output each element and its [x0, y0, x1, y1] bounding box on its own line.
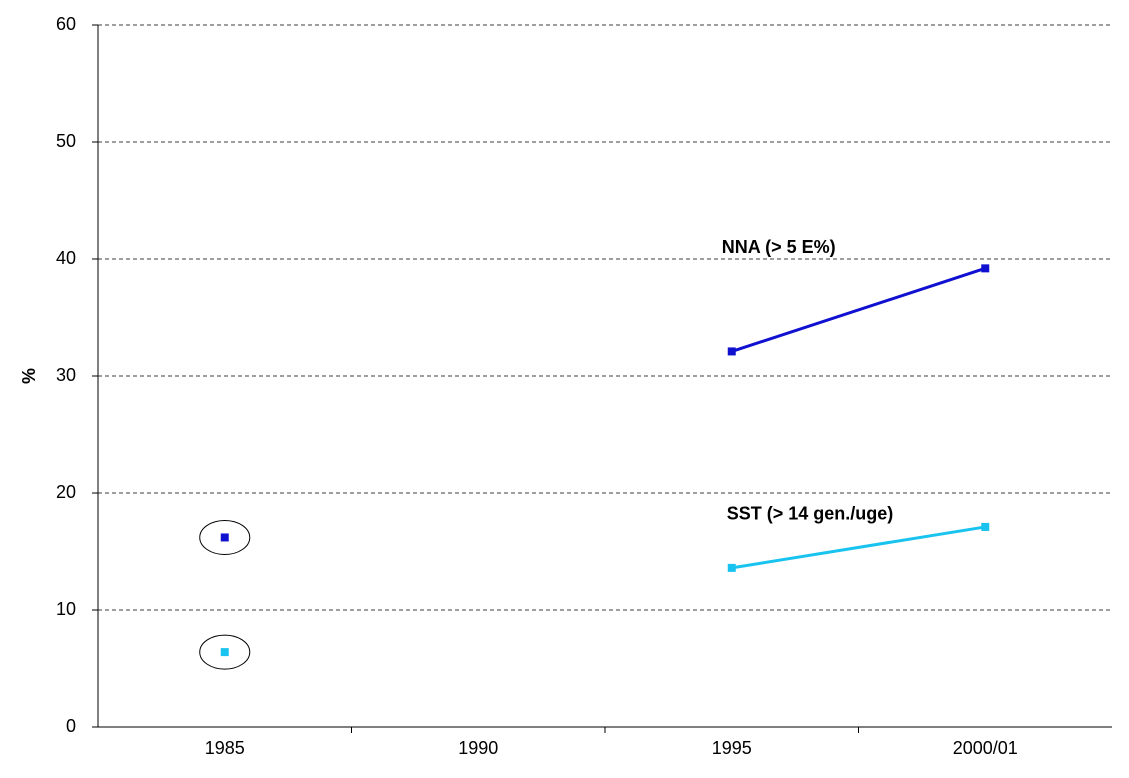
series-label: NNA (> 5 E%) — [722, 237, 836, 257]
x-tick-label: 2000/01 — [953, 738, 1018, 758]
point-marker — [981, 264, 990, 273]
y-tick-label: 50 — [56, 131, 76, 151]
y-tick-label: 10 — [56, 599, 76, 619]
series-line — [731, 266, 986, 353]
point-marker — [981, 522, 990, 531]
series-line — [731, 525, 986, 570]
highlight-circle — [199, 519, 251, 555]
x-tick-label: 1985 — [205, 738, 245, 758]
x-tick-label: 1990 — [458, 738, 498, 758]
series-label: SST (> 14 gen./uge) — [727, 504, 894, 524]
point-marker — [220, 648, 229, 657]
y-axis-label: % — [19, 368, 39, 384]
point-marker — [220, 533, 229, 542]
y-tick-label: 60 — [56, 14, 76, 34]
y-tick-label: 20 — [56, 482, 76, 502]
point-marker — [727, 347, 736, 356]
x-tick-label: 1995 — [712, 738, 752, 758]
point-marker — [727, 563, 736, 572]
y-tick-label: 30 — [56, 365, 76, 385]
highlight-circle — [199, 634, 251, 670]
y-tick-label: 0 — [66, 716, 76, 736]
y-tick-label: 40 — [56, 248, 76, 268]
